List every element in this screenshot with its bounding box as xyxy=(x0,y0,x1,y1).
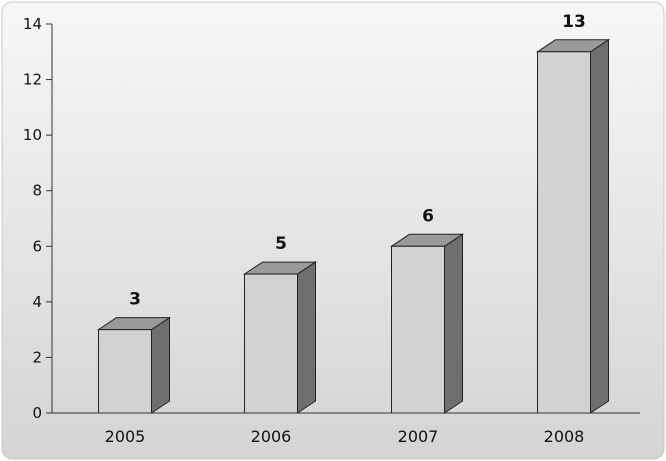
y-tick-label: 2 xyxy=(32,348,42,366)
bar-side-face xyxy=(590,38,609,414)
x-category-label: 2006 xyxy=(251,427,292,446)
data-label: 13 xyxy=(562,12,586,32)
bar-front-face xyxy=(98,329,152,414)
x-axis: 2005 2006 2007 2008 xyxy=(52,412,640,446)
data-label: 3 xyxy=(129,290,141,310)
y-axis: 0 2 4 6 8 10 12 14 xyxy=(23,15,53,422)
bar-side-face xyxy=(297,261,316,414)
bars: 3 5 6 13 xyxy=(96,12,611,414)
bar-2008: 13 xyxy=(535,12,611,414)
bar-front-face xyxy=(244,273,298,414)
y-tick-label: 4 xyxy=(32,293,42,311)
bar-front-face xyxy=(537,51,591,414)
y-tick-label: 8 xyxy=(32,182,42,200)
bar-2007: 6 xyxy=(389,206,465,414)
data-label: 6 xyxy=(422,206,434,226)
bar-front-face xyxy=(391,245,445,414)
x-category-label: 2007 xyxy=(398,427,439,446)
x-category-label: 2005 xyxy=(105,427,146,446)
y-tick-label: 10 xyxy=(23,126,42,144)
y-tick-label: 14 xyxy=(23,15,42,33)
bar-side-face xyxy=(444,233,463,414)
y-tick-label: 0 xyxy=(32,404,42,422)
bar-2005: 3 xyxy=(96,290,172,414)
bar-2006: 5 xyxy=(242,234,318,414)
y-tick-label: 12 xyxy=(23,71,42,89)
data-label: 5 xyxy=(275,234,287,254)
y-tick-label: 6 xyxy=(32,237,42,255)
bar-side-face xyxy=(151,316,170,414)
x-category-label: 2008 xyxy=(544,427,585,446)
